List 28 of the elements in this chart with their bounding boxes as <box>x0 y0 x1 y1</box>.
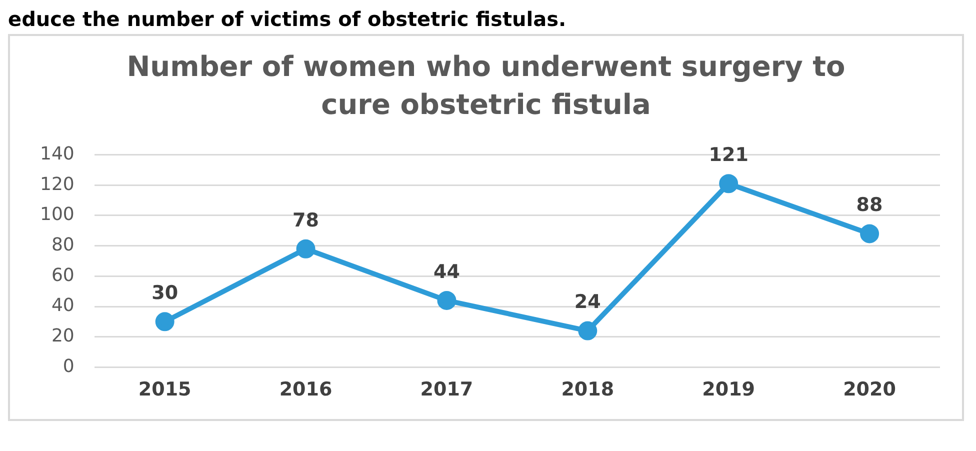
point <box>155 312 174 332</box>
x-tick-label: 2019 <box>702 378 756 401</box>
point <box>719 174 738 194</box>
data-label: 88 <box>856 194 883 216</box>
y-tick-label: 20 <box>51 326 74 347</box>
x-tick-label: 2018 <box>561 378 614 401</box>
point <box>860 224 880 244</box>
y-tick-label: 120 <box>40 174 74 195</box>
x-tick-label: 2016 <box>279 378 332 401</box>
data-label: 121 <box>708 144 748 166</box>
point <box>437 290 456 310</box>
x-tick-label: 2017 <box>420 378 474 401</box>
y-tick-label: 140 <box>40 143 74 164</box>
chart-title: Number of women who underwent surgery to cure obstetric fistula <box>126 49 846 123</box>
y-tick-label: 40 <box>51 295 74 316</box>
data-label: 24 <box>574 291 601 314</box>
text: educe the number of victims of obstetric fistulas. <box>8 7 568 31</box>
y-tick-label: 60 <box>51 264 74 286</box>
y-tick-label: 80 <box>51 234 74 256</box>
point <box>296 239 316 258</box>
y-tick-label: 0 <box>62 356 74 377</box>
data-label: 78 <box>292 209 319 232</box>
data-label: 44 <box>433 260 460 283</box>
x-tick-label: 2015 <box>138 378 192 401</box>
point <box>578 321 598 340</box>
data-label: 30 <box>152 282 178 304</box>
y-tick-label: 100 <box>40 204 74 226</box>
x-tick-label: 2020 <box>843 378 896 401</box>
